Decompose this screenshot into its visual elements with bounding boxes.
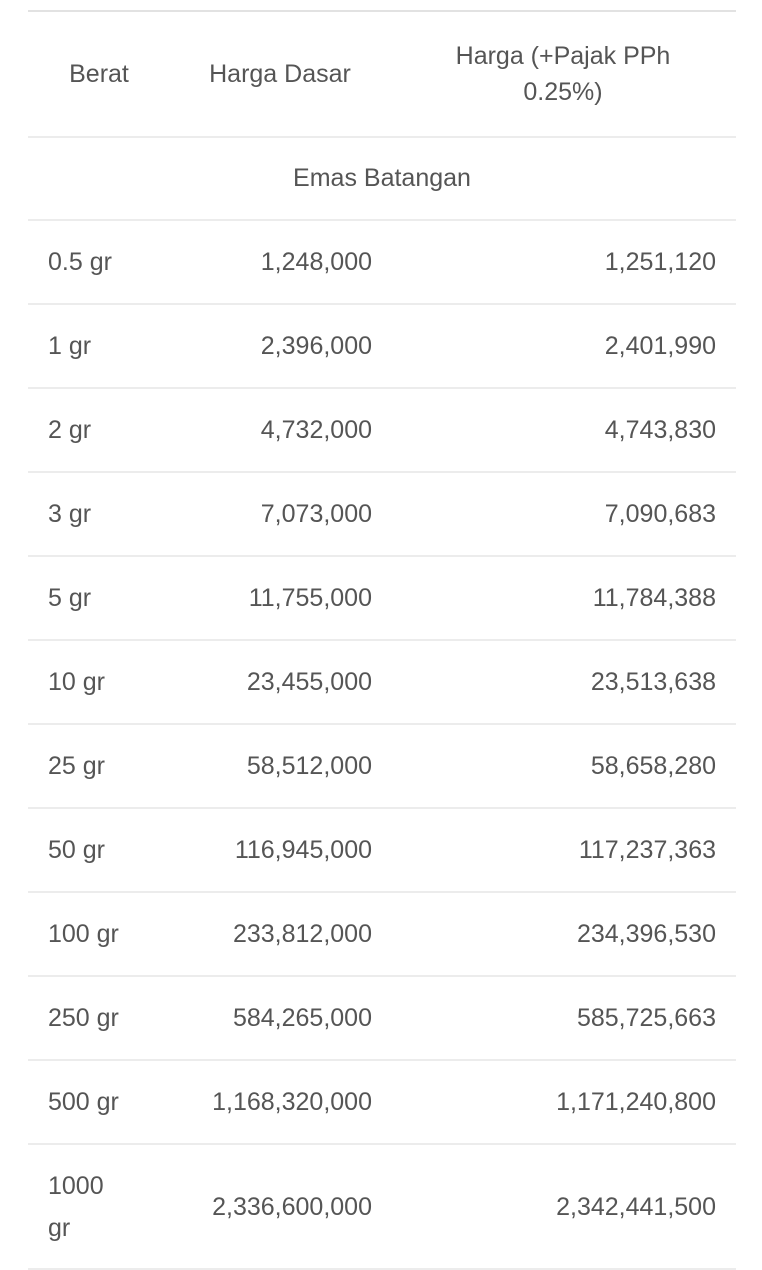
- price-cell: 58,658,280: [390, 724, 736, 809]
- price-cell: 584,265,000: [170, 976, 390, 1061]
- price-row: 10 gr 23,455,000 23,513,638: [28, 640, 736, 725]
- price-cell: 2,342,441,500: [390, 1144, 736, 1270]
- price-row: 250 gr 584,265,000 585,725,663: [28, 976, 736, 1061]
- weight-cell: 500 gr: [28, 1060, 170, 1145]
- price-cell: 1,168,320,000: [170, 1060, 390, 1145]
- price-cell: 23,455,000: [170, 640, 390, 725]
- price-cell: 2,396,000: [170, 304, 390, 389]
- header-cell: Berat: [28, 11, 170, 138]
- price-cell: 2,336,600,000: [170, 1144, 390, 1270]
- price-row: 25 gr 58,512,000 58,658,280: [28, 724, 736, 809]
- weight-cell: 1 gr: [28, 304, 170, 389]
- price-table: Berat Harga Dasar Harga (+Pajak PPh 0.25…: [28, 10, 736, 1270]
- price-row: 3 gr 7,073,000 7,090,683: [28, 472, 736, 557]
- weight-cell: 3 gr: [28, 472, 170, 557]
- price-cell: 1,248,000: [170, 220, 390, 305]
- price-cell: 7,073,000: [170, 472, 390, 557]
- section-title: Emas Batangan: [28, 137, 736, 221]
- price-cell: 1,171,240,800: [390, 1060, 736, 1145]
- price-cell: 11,755,000: [170, 556, 390, 641]
- weight-cell: 250 gr: [28, 976, 170, 1061]
- price-cell: 23,513,638: [390, 640, 736, 725]
- price-cell: 7,090,683: [390, 472, 736, 557]
- section-row: Emas Batangan: [28, 137, 736, 221]
- header-cell: Harga Dasar: [170, 11, 390, 138]
- price-cell: 4,743,830: [390, 388, 736, 473]
- price-row: 5 gr 11,755,000 11,784,388: [28, 556, 736, 641]
- price-cell: 4,732,000: [170, 388, 390, 473]
- price-row: 100 gr 233,812,000 234,396,530: [28, 892, 736, 977]
- price-cell: 11,784,388: [390, 556, 736, 641]
- weight-cell: 50 gr: [28, 808, 170, 893]
- price-row: 500 gr 1,168,320,000 1,171,240,800: [28, 1060, 736, 1145]
- price-cell: 1,251,120: [390, 220, 736, 305]
- weight-cell: 100 gr: [28, 892, 170, 977]
- price-cell: 117,237,363: [390, 808, 736, 893]
- weight-cell: 1000 gr: [28, 1144, 170, 1270]
- weight-cell: 5 gr: [28, 556, 170, 641]
- header-cell: Harga (+Pajak PPh 0.25%): [390, 11, 736, 138]
- price-row: 50 gr 116,945,000 117,237,363: [28, 808, 736, 893]
- weight-cell: 2 gr: [28, 388, 170, 473]
- price-row: 2 gr 4,732,000 4,743,830: [28, 388, 736, 473]
- price-row: 1000 gr 2,336,600,000 2,342,441,500: [28, 1144, 736, 1270]
- price-cell: 2,401,990: [390, 304, 736, 389]
- weight-cell: 25 gr: [28, 724, 170, 809]
- price-cell: 58,512,000: [170, 724, 390, 809]
- price-cell: 234,396,530: [390, 892, 736, 977]
- header-row: Berat Harga Dasar Harga (+Pajak PPh 0.25…: [28, 11, 736, 138]
- weight-cell: 0.5 gr: [28, 220, 170, 305]
- price-cell: 233,812,000: [170, 892, 390, 977]
- price-cell: 585,725,663: [390, 976, 736, 1061]
- price-row: 0.5 gr 1,248,000 1,251,120: [28, 220, 736, 305]
- price-cell: 116,945,000: [170, 808, 390, 893]
- weight-cell: 10 gr: [28, 640, 170, 725]
- price-row: 1 gr 2,396,000 2,401,990: [28, 304, 736, 389]
